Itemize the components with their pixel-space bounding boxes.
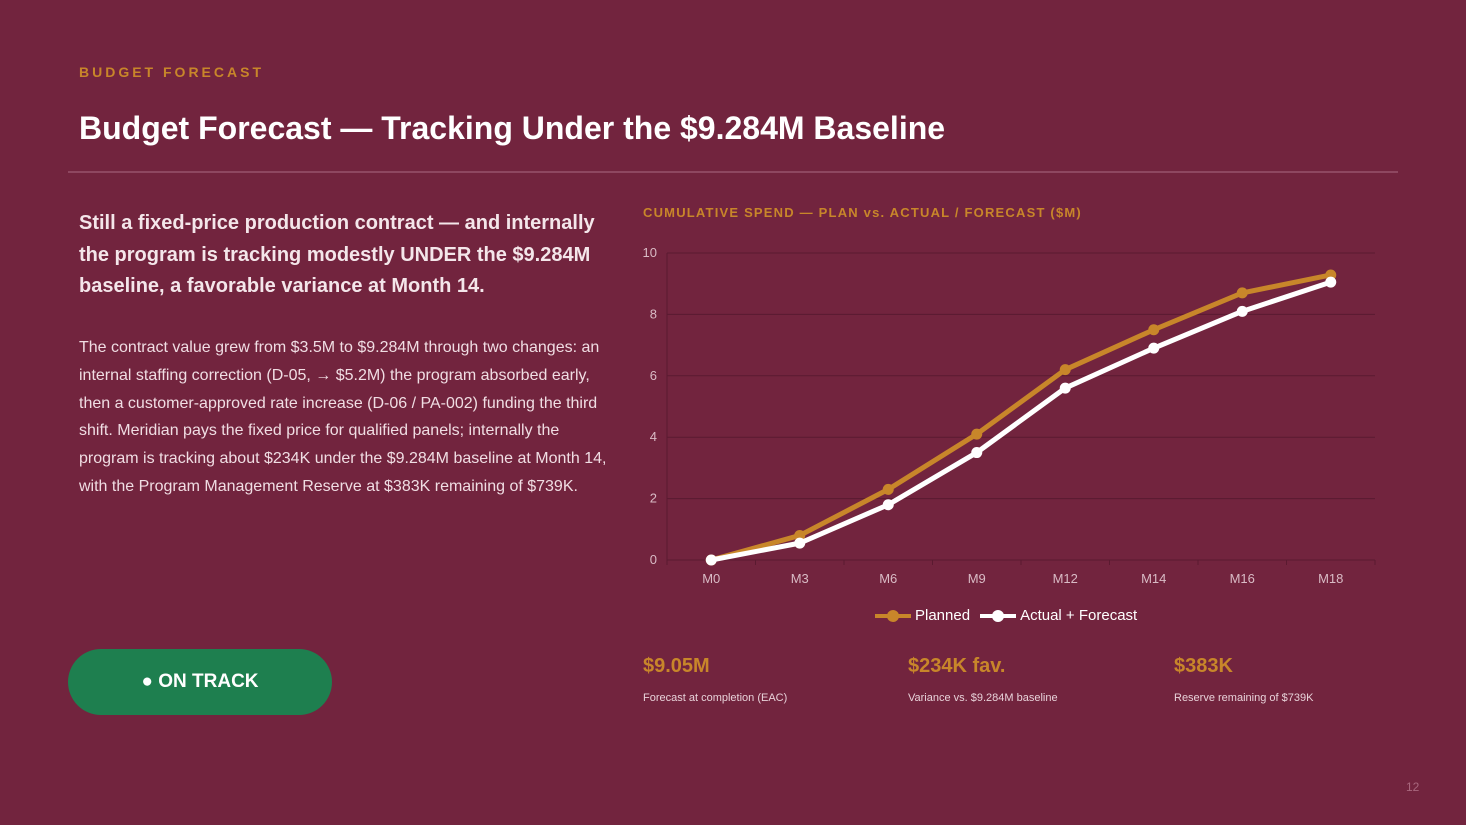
legend-label-actual-forecast: Actual + Forecast — [1020, 607, 1138, 624]
kpi-reserve-value: $383K — [1174, 655, 1233, 677]
cumulative-spend-chart: 0 2 4 6 8 10 M0 M3 M6 M9 M12 M14 M16 M18 — [643, 245, 1376, 586]
y-tick-label: 6 — [650, 368, 657, 383]
data-point-actual-forecast — [1059, 382, 1071, 394]
series-line-planned — [708, 272, 1334, 563]
status-badge-label: ● ON TRACK — [141, 671, 259, 692]
x-tick-label: M18 — [1318, 571, 1343, 586]
data-point-actual-forecast — [882, 499, 894, 511]
kpi-variance-value: $234K fav. — [908, 655, 1006, 677]
data-point-planned — [1148, 324, 1160, 336]
y-tick-label: 2 — [650, 491, 657, 506]
chart-legend: Planned Actual + Forecast — [875, 607, 1147, 624]
legend-swatch-planned — [875, 609, 911, 622]
x-tick-label: M14 — [1141, 571, 1166, 586]
data-point-planned — [882, 483, 894, 495]
data-point-planned — [794, 529, 806, 541]
body-paragraph: The contract value grew from $3.5M to $9… — [79, 339, 607, 495]
x-tick-label: M9 — [968, 571, 986, 586]
title-divider — [68, 171, 1398, 173]
page-number: 12 — [1406, 780, 1420, 794]
kpi-variance: $234K fav. Variance vs. $9.284M baseline — [908, 655, 1058, 704]
data-point-actual-forecast — [705, 554, 717, 566]
data-point-actual-forecast — [971, 447, 983, 459]
data-point-actual-forecast — [1148, 342, 1160, 354]
slide-eyebrow: BUDGET FORECAST — [79, 64, 264, 80]
legend-item-planned: Planned — [875, 607, 970, 624]
kpi-eac-value: $9.05M — [643, 655, 710, 677]
data-point-planned — [1059, 364, 1071, 376]
lead-paragraph: Still a fixed-price production contract … — [79, 212, 595, 297]
kpi-reserve: $383K Reserve remaining of $739K — [1174, 655, 1313, 704]
legend-label-planned: Planned — [915, 607, 971, 624]
x-tick-label: M16 — [1230, 571, 1255, 586]
data-point-actual-forecast — [1236, 305, 1248, 317]
slide-title: Budget Forecast — Tracking Under the $9.… — [79, 110, 946, 146]
x-tick-label: M12 — [1053, 571, 1078, 586]
status-badge: ● ON TRACK — [68, 649, 332, 715]
kpi-eac-label: Forecast at completion (EAC) — [643, 692, 788, 704]
x-tick-label: M6 — [879, 571, 897, 586]
series-line-actual-forecast — [708, 279, 1334, 563]
chart-title: CUMULATIVE SPEND — PLAN vs. ACTUAL / FOR… — [643, 205, 1082, 220]
y-tick-label: 8 — [650, 306, 657, 321]
kpi-eac: $9.05M Forecast at completion (EAC) — [643, 655, 787, 704]
y-tick-label: 10 — [643, 245, 657, 260]
data-point-actual-forecast — [1325, 276, 1337, 288]
y-tick-label: 0 — [650, 552, 657, 567]
data-point-planned — [971, 428, 983, 440]
kpi-reserve-label: Reserve remaining of $739K — [1174, 692, 1314, 704]
x-tick-label: M0 — [702, 571, 720, 586]
data-point-planned — [1236, 287, 1248, 299]
y-tick-label: 4 — [650, 429, 657, 444]
legend-swatch-actual-forecast — [980, 609, 1017, 622]
data-point-actual-forecast — [794, 537, 806, 549]
legend-item-actual-forecast: Actual + Forecast — [980, 607, 1137, 624]
x-tick-label: M3 — [791, 571, 809, 586]
kpi-variance-label: Variance vs. $9.284M baseline — [908, 692, 1058, 704]
